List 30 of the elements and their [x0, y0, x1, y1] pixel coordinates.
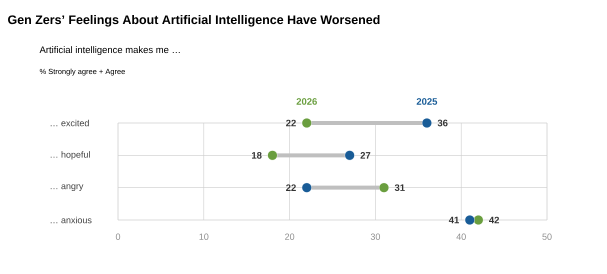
series-label: 2025	[416, 98, 438, 105]
point	[464, 215, 475, 226]
point	[302, 118, 312, 128]
point	[302, 182, 312, 193]
point	[473, 215, 484, 226]
x-tick-label: 20	[285, 234, 294, 240]
data-label: 31	[394, 184, 405, 192]
x-tick-label: 30	[370, 234, 380, 240]
data-label: 18	[252, 152, 262, 159]
series-label: 2026	[296, 98, 317, 105]
x-tick-label: 40	[456, 234, 466, 240]
chart-subtitle: Artificial intelligence makes me …	[40, 46, 180, 55]
x-tick-label: 10	[200, 234, 208, 240]
point	[378, 182, 389, 193]
y-tick-label: … angry	[50, 184, 84, 192]
chart-title: Gen Zers’ Feelings About Artificial Intelligence Have Worsened	[8, 14, 380, 27]
point	[344, 150, 355, 160]
x-tick-label: 50	[542, 234, 552, 240]
point	[267, 150, 278, 160]
y-tick-label: … excited	[50, 120, 89, 126]
y-tick-label: … hopeful	[50, 151, 90, 160]
data-label: 22	[286, 120, 296, 126]
data-label: 22	[286, 184, 296, 191]
y-tick-label: … anxious	[50, 216, 92, 224]
data-label: 27	[360, 152, 370, 159]
data-label: 41	[448, 216, 459, 224]
data-label: 36	[438, 120, 448, 126]
data-label: 42	[489, 216, 500, 224]
x-tick-label: 0	[116, 234, 120, 240]
point	[422, 118, 432, 128]
